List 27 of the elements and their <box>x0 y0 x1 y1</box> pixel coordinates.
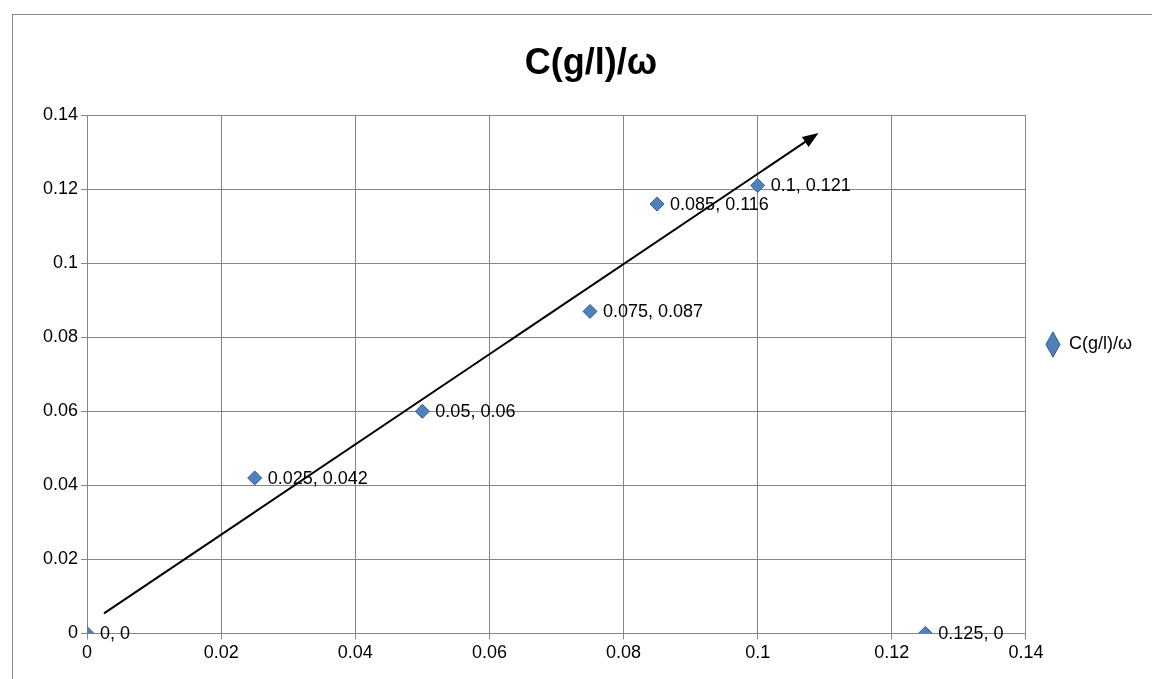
point <box>414 403 430 419</box>
y-tick-label: 0.04 <box>42 474 79 495</box>
chart-title: C(g/l)/ω <box>524 40 658 82</box>
data-label: 0.075, 0.087 <box>603 301 704 322</box>
x-tick-label: 0.1 <box>745 642 771 663</box>
legend-label: C(g/l)/ω <box>1068 333 1133 354</box>
point <box>750 178 766 194</box>
data-label: 0.1, 0.121 <box>770 175 851 196</box>
x-tick-label: 0 <box>82 642 93 663</box>
point <box>649 196 665 212</box>
data-label: 0.125, 0 <box>938 623 1004 644</box>
x-tick-label: 0.06 <box>471 642 507 663</box>
y-tick-label: 0.02 <box>42 548 79 569</box>
y-tick-label: 0 <box>68 622 79 643</box>
x-tick-label: 0.08 <box>606 642 642 663</box>
y-tick-label: 0.14 <box>42 104 79 125</box>
data-label: 0, 0 <box>100 623 131 644</box>
x-tick-label: 0.12 <box>874 642 910 663</box>
point <box>582 303 598 319</box>
data-label: 0.05, 0.06 <box>435 401 516 422</box>
x-tick-label: 0.04 <box>337 642 373 663</box>
y-tick-label: 0.12 <box>42 178 79 199</box>
x-tick-label: 0.14 <box>1008 642 1044 663</box>
y-tick-label: 0.06 <box>42 400 79 421</box>
x-tick-label: 0.02 <box>203 642 239 663</box>
y-tick-label: 0.08 <box>42 326 79 347</box>
y-tick-label: 0.1 <box>53 252 79 273</box>
